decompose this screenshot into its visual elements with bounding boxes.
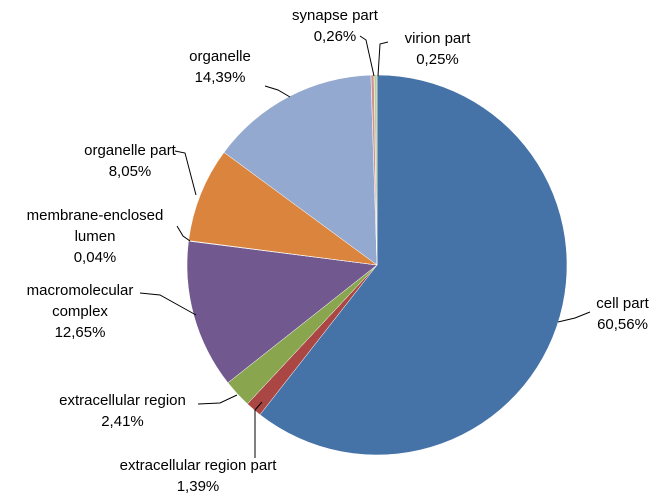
- pie-slice: [259, 74, 568, 456]
- category-label: extracellular region: [59, 392, 186, 409]
- leader-line: [377, 41, 389, 77]
- leader-line: [254, 401, 263, 458]
- category-label: organelle part: [84, 142, 176, 159]
- value-label: 0,26%: [313, 28, 357, 45]
- value-label: 8,05%: [108, 163, 152, 180]
- category-label: extracellular region part: [119, 457, 277, 474]
- slice-label: synapse part 0,26%: [285, 5, 385, 47]
- value-label: 60,56%: [597, 316, 648, 333]
- leader-line: [197, 394, 238, 405]
- value-label: 12,65%: [54, 324, 106, 341]
- slice-label: membrane-enclosed lumen 0,04%: [5, 205, 185, 268]
- slice-label: extracellular region 2,41%: [40, 390, 205, 432]
- category-label: virion part: [404, 30, 471, 47]
- pie-slice: [223, 74, 378, 266]
- leader-line: [264, 85, 291, 98]
- slice-label: virion part 0,25%: [390, 28, 485, 70]
- category-label: synapse part: [292, 7, 378, 24]
- slice-label: extracellular region part 1,39%: [118, 455, 278, 497]
- leader-line: [359, 35, 375, 77]
- category-label: membrane-enclosed lumen: [26, 207, 164, 245]
- value-label: 2,41%: [101, 413, 144, 430]
- slice-label: cell part 60,56%: [585, 293, 655, 335]
- pie-slice: [188, 152, 378, 266]
- value-label: 14,39%: [194, 69, 246, 86]
- pie-slice: [186, 240, 378, 384]
- value-label: 0,25%: [416, 51, 459, 68]
- category-label: cell part: [596, 295, 649, 312]
- slice-label: organelle part 8,05%: [60, 140, 200, 182]
- slice-label: macromolecular complex 12,65%: [5, 280, 155, 343]
- leader-line: [174, 150, 197, 196]
- leader-line: [176, 225, 191, 242]
- value-label: 1,39%: [176, 478, 220, 495]
- category-label: macromolecular complex: [26, 282, 134, 320]
- leader-line: [139, 292, 197, 316]
- value-label: 0,04%: [73, 249, 117, 266]
- category-label: organelle: [189, 48, 251, 65]
- leader-line: [557, 311, 591, 323]
- slice-label: organelle 14,39%: [175, 46, 265, 88]
